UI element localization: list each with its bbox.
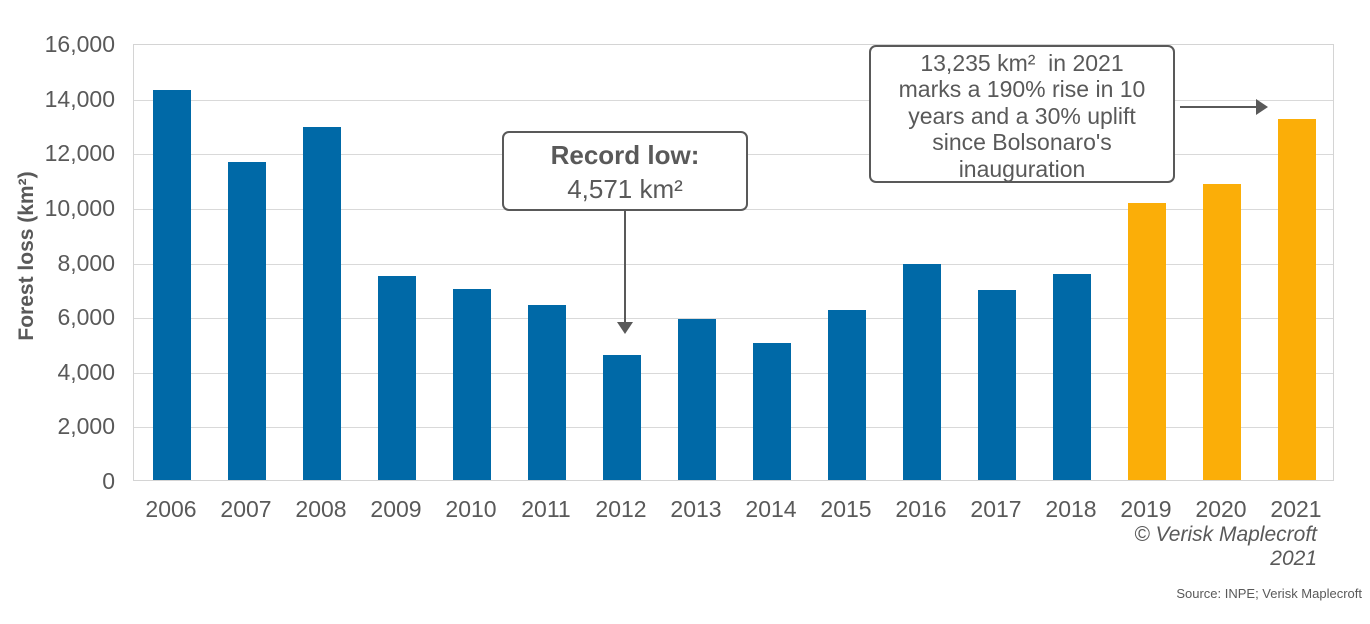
rise-2021-arrow-head-icon (1256, 99, 1268, 115)
gridline-6000 (134, 318, 1333, 320)
x-tick-label-2016: 2016 (895, 496, 947, 522)
rise-2021-callout: 13,235 km² in 2021 marks a 190% rise in 1… (869, 45, 1175, 183)
x-tick-label-2008: 2008 (295, 496, 347, 522)
rise-2021-arrow-line (1180, 106, 1258, 108)
y-tick-label-2000: 2,000 (57, 413, 115, 440)
record-low-title: Record low: (550, 140, 700, 170)
copyright-line1: © Verisk Maplecroft (1134, 523, 1317, 546)
x-tick-label-2012: 2012 (595, 496, 647, 522)
record-low-value: 4,571 km² (567, 174, 683, 204)
bar-2013 (678, 319, 716, 480)
bar-2010 (453, 289, 491, 480)
x-tick-label-2015: 2015 (820, 496, 872, 522)
y-tick-label-8000: 8,000 (57, 249, 115, 276)
record-low-callout: Record low: 4,571 km² (502, 131, 748, 211)
y-tick-label-4000: 4,000 (57, 358, 115, 385)
gridline-2000 (134, 427, 1333, 429)
bar-2015 (828, 310, 866, 480)
y-tick-label-10000: 10,000 (44, 194, 115, 221)
bar-2012 (603, 355, 641, 480)
bar-2014 (753, 343, 791, 480)
rise-2021-callout-line-1: 13,235 km² in 2021 (920, 50, 1124, 76)
record-low-arrow-line (624, 211, 626, 323)
y-tick-label-0: 0 (102, 468, 115, 494)
x-tick-label-2010: 2010 (445, 496, 497, 522)
x-tick-label-2017: 2017 (970, 496, 1022, 522)
bar-2021 (1278, 119, 1316, 480)
x-tick-label-2020: 2020 (1195, 496, 1247, 522)
bar-2018 (1053, 274, 1091, 480)
copyright-note: © Verisk Maplecroft 2021 (1134, 523, 1317, 571)
x-tick-label-2021: 2021 (1270, 496, 1322, 522)
x-tick-label-2009: 2009 (370, 496, 422, 522)
bar-2007 (228, 162, 266, 480)
bar-2017 (978, 290, 1016, 480)
source-note: Source: INPE; Verisk Maplecroft (1176, 586, 1362, 601)
x-tick-label-2019: 2019 (1120, 496, 1172, 522)
bar-2008 (303, 127, 341, 480)
gridline-8000 (134, 263, 1333, 265)
bar-2011 (528, 305, 566, 480)
copyright-line2: 2021 (1270, 547, 1317, 570)
bar-2009 (378, 276, 416, 480)
x-tick-label-2018: 2018 (1045, 496, 1097, 522)
x-tick-label-2007: 2007 (220, 496, 272, 522)
y-tick-label-14000: 14,000 (44, 85, 115, 112)
y-tick-label-16000: 16,000 (44, 31, 115, 57)
gridline-14000 (134, 99, 1333, 101)
y-tick-label-12000: 12,000 (44, 140, 115, 167)
bar-2006 (153, 90, 191, 480)
rise-2021-callout-line-5: inauguration (958, 155, 1086, 182)
gridline-4000 (134, 372, 1333, 374)
bar-2019 (1128, 203, 1166, 480)
bar-2020 (1203, 184, 1241, 480)
rise-2021-callout-line-4: since Bolsonaro's (932, 129, 1112, 156)
rise-2021-callout-line-3: years and a 30% uplift (908, 102, 1136, 129)
y-tick-label-6000: 6,000 (57, 304, 115, 331)
bar-2016 (903, 264, 941, 480)
rise-2021-callout-line-2: marks a 190% rise in 10 (898, 76, 1146, 103)
x-tick-label-2014: 2014 (745, 496, 797, 522)
x-tick-label-2011: 2011 (521, 496, 571, 522)
x-tick-label-2006: 2006 (145, 496, 197, 522)
record-low-arrow-head-icon (617, 322, 633, 334)
x-tick-label-2013: 2013 (670, 496, 722, 522)
